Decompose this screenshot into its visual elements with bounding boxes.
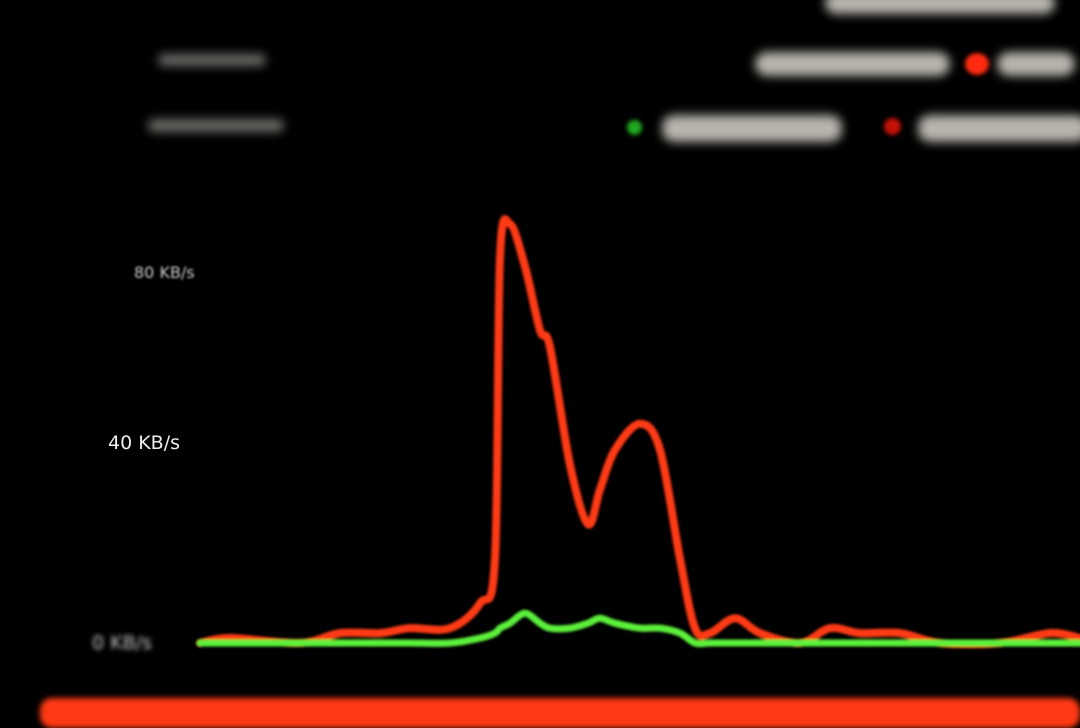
blurred-label xyxy=(148,119,284,132)
blurred-text xyxy=(825,0,1055,14)
blurred-value xyxy=(918,115,1080,142)
download-series-line xyxy=(196,215,1080,649)
bottom-bar xyxy=(40,698,1080,728)
y-tick-label: 0 KB/s xyxy=(92,632,152,654)
blurred-value xyxy=(997,52,1075,76)
y-tick-label: 80 KB/s xyxy=(134,263,195,282)
blurred-value xyxy=(662,115,842,142)
blurred-label xyxy=(158,54,266,66)
upload-series-line xyxy=(196,609,1080,648)
download-legend-dot xyxy=(884,118,901,135)
download-legend-dot xyxy=(965,53,989,75)
upload-legend-dot xyxy=(627,120,642,135)
y-tick-label: 40 KB/s xyxy=(108,432,181,454)
blurred-value xyxy=(755,52,950,76)
